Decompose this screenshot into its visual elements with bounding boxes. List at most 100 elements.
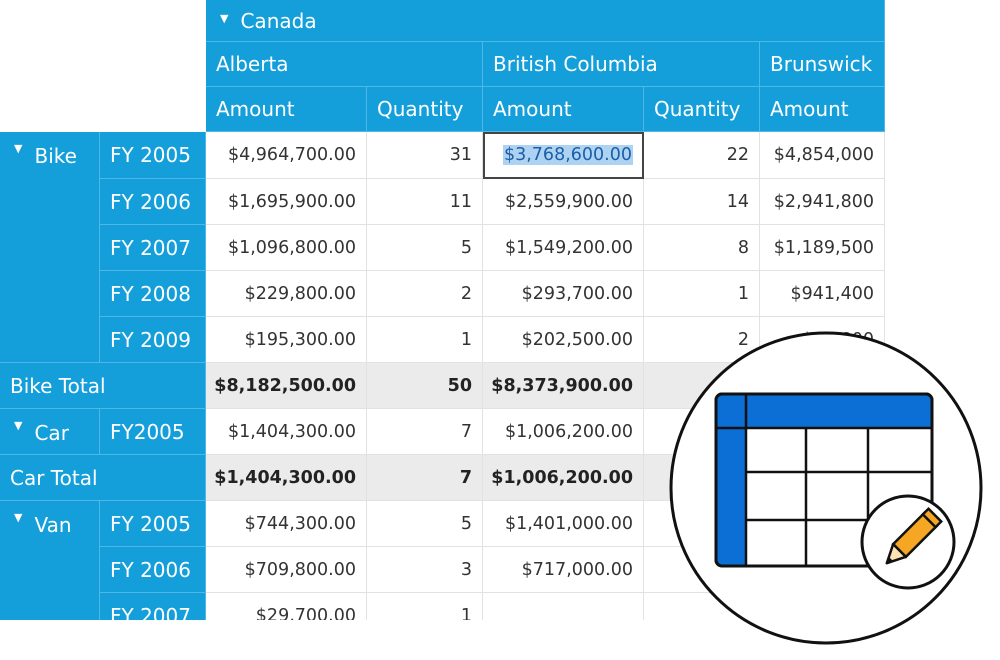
- total-cell[interactable]: $1,404,300.00: [206, 455, 367, 501]
- column-header-measure-label: Quantity: [654, 97, 741, 121]
- cell-value: $1,189,500: [773, 237, 874, 258]
- cell-value: 31: [449, 145, 472, 165]
- cell-value: 3: [460, 559, 472, 580]
- total-cell[interactable]: $8,373,900.00: [483, 363, 644, 409]
- collapse-triangle-icon[interactable]: ▼: [14, 511, 23, 524]
- value-cell[interactable]: $4,964,700.00: [206, 132, 367, 179]
- collapse-triangle-icon[interactable]: ▼: [14, 419, 23, 432]
- row-header-year[interactable]: FY 2006: [100, 547, 206, 593]
- value-cell[interactable]: $1,189,500: [760, 225, 885, 271]
- column-header-measure[interactable]: Quantity: [367, 87, 483, 132]
- row-header-total[interactable]: Bike Total: [0, 363, 206, 409]
- row-header-year[interactable]: FY 2005: [100, 132, 206, 179]
- total-cell[interactable]: $8,182,500.00: [206, 363, 367, 409]
- value-cell[interactable]: $2,941,800: [760, 179, 885, 225]
- value-cell[interactable]: $195,300.00: [206, 317, 367, 363]
- value-cell[interactable]: $229,800.00: [206, 271, 367, 317]
- row-header-group[interactable]: ▼ Bike: [0, 132, 100, 363]
- row-header-year[interactable]: FY 2009: [100, 317, 206, 363]
- column-header-province[interactable]: Brunswick: [760, 42, 885, 87]
- column-header-province-label: British Columbia: [493, 52, 658, 76]
- column-header-measure[interactable]: Amount: [206, 87, 367, 132]
- value-cell[interactable]: 1: [644, 271, 760, 317]
- cell-value: $8,182,500.00: [214, 375, 356, 396]
- value-cell[interactable]: 1: [367, 593, 483, 620]
- collapse-triangle-icon[interactable]: ▼: [220, 12, 229, 25]
- value-cell[interactable]: 11: [367, 179, 483, 225]
- value-cell[interactable]: 31: [367, 132, 483, 179]
- row-header-year[interactable]: FY 2007: [100, 593, 206, 620]
- cell-value: $1,404,300.00: [214, 467, 356, 488]
- row-header-year[interactable]: FY 2005: [100, 501, 206, 547]
- row-header-group-label: Car: [34, 421, 69, 445]
- value-cell[interactable]: $1,401,000.00: [483, 501, 644, 547]
- total-cell[interactable]: 7: [367, 455, 483, 501]
- row-header-year-label: FY 2008: [110, 281, 191, 306]
- row-header-group-label: Van: [34, 513, 72, 537]
- value-cell[interactable]: $2,559,900.00: [483, 179, 644, 225]
- value-cell[interactable]: $1,006,200.00: [483, 409, 644, 455]
- selected-cell[interactable]: $3,768,600.00: [483, 132, 644, 179]
- cell-value: $293,700.00: [521, 283, 633, 304]
- value-cell[interactable]: 2: [367, 271, 483, 317]
- value-cell[interactable]: $709,800.00: [206, 547, 367, 593]
- cell-value: $29,700.00: [255, 606, 356, 620]
- value-cell[interactable]: 22: [644, 132, 760, 179]
- total-cell[interactable]: $1,006,200.00: [483, 455, 644, 501]
- total-cell[interactable]: 50: [367, 363, 483, 409]
- cell-value: $709,800.00: [244, 559, 356, 580]
- row-header-year[interactable]: FY 2007: [100, 225, 206, 271]
- column-header-country[interactable]: ▼ Canada: [206, 0, 885, 42]
- value-cell[interactable]: $293,700.00: [483, 271, 644, 317]
- cell-value: $717,000.00: [521, 559, 633, 580]
- value-cell[interactable]: 7: [367, 409, 483, 455]
- value-cell[interactable]: $744,300.00: [206, 501, 367, 547]
- row-header-year-label: FY 2007: [110, 604, 191, 620]
- column-header-measure[interactable]: Quantity: [644, 87, 760, 132]
- value-cell[interactable]: $717,000.00: [483, 547, 644, 593]
- collapse-triangle-icon[interactable]: ▼: [14, 142, 23, 155]
- value-cell[interactable]: $1,549,200.00: [483, 225, 644, 271]
- cell-value: 11: [449, 191, 472, 212]
- row-header-group[interactable]: ▼ Van: [0, 501, 100, 620]
- cell-value: $744,300.00: [244, 513, 356, 534]
- row-header-group[interactable]: ▼ Car: [0, 409, 100, 455]
- value-cell[interactable]: 5: [367, 501, 483, 547]
- value-cell[interactable]: $29,700.00: [206, 593, 367, 620]
- cell-value: 1: [460, 329, 472, 350]
- value-cell[interactable]: 5: [367, 225, 483, 271]
- value-cell[interactable]: 3: [367, 547, 483, 593]
- row-header-year-label: FY 2006: [110, 557, 191, 582]
- table-edit-icon: [668, 330, 988, 654]
- row-header-total[interactable]: Car Total: [0, 455, 206, 501]
- value-cell[interactable]: 14: [644, 179, 760, 225]
- column-header-province[interactable]: Alberta: [206, 42, 483, 87]
- row-header-year-label: FY 2006: [110, 189, 191, 214]
- row-header-year[interactable]: FY 2008: [100, 271, 206, 317]
- value-cell[interactable]: 1: [367, 317, 483, 363]
- value-cell[interactable]: 2: [644, 317, 760, 363]
- row-header-year[interactable]: FY 2006: [100, 179, 206, 225]
- row-header-year-label: FY 2009: [110, 327, 191, 352]
- column-header-measure[interactable]: Amount: [483, 87, 644, 132]
- cell-value: 1: [737, 283, 749, 304]
- value-cell[interactable]: $941,400: [760, 271, 885, 317]
- row-header-year[interactable]: FY2005: [100, 409, 206, 455]
- value-cell[interactable]: 8: [644, 225, 760, 271]
- column-header-measure-label: Amount: [216, 97, 295, 121]
- column-header-measure[interactable]: Amount: [760, 87, 885, 132]
- value-cell[interactable]: $1,404,300.00: [206, 409, 367, 455]
- cell-value: $1,404,300.00: [227, 421, 356, 442]
- value-cell[interactable]: $1,096,800.00: [206, 225, 367, 271]
- value-cell[interactable]: $202,500.00: [483, 317, 644, 363]
- value-cell[interactable]: $4,854,000: [760, 132, 885, 179]
- column-header-province[interactable]: British Columbia: [483, 42, 760, 87]
- cell-value: 50: [447, 375, 472, 396]
- row-header-total-label: Car Total: [10, 465, 98, 490]
- column-header-province-label: Alberta: [216, 52, 289, 76]
- cell-value: 2: [460, 283, 472, 304]
- value-cell[interactable]: $1,695,900.00: [206, 179, 367, 225]
- cell-value: 8: [737, 237, 749, 258]
- value-cell[interactable]: [483, 593, 644, 620]
- cell-value: $1,096,800.00: [227, 237, 356, 258]
